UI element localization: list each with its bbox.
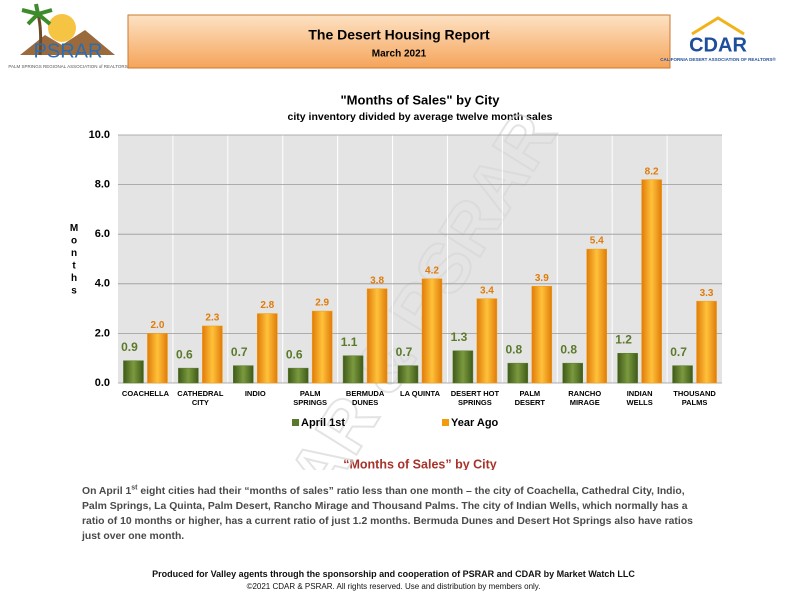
text: On April 1 <box>82 486 132 497</box>
x-tick-label: CATHEDRAL CITY <box>177 389 224 407</box>
x-tick-label: COACHELLA <box>122 389 170 398</box>
x-tick-label: PALM SPRINGS <box>293 389 327 407</box>
x-tick-label: DESERT HOT SPRINGS <box>451 389 500 407</box>
value-label: 0.8 <box>505 342 522 356</box>
value-label: 2.8 <box>260 300 274 311</box>
value-label: 1.3 <box>451 330 468 344</box>
value-label: 5.4 <box>590 236 604 247</box>
chart: PSRAR PALM SPRINGS REGIONAL ASSOCIATION … <box>8 3 776 470</box>
bar <box>586 248 607 384</box>
footer-line: Produced for Valley agents through the s… <box>152 569 635 579</box>
bar <box>696 300 717 384</box>
x-tick-label: PALM DESERT <box>515 389 546 407</box>
chart-title: "Months of Sales" by City <box>341 92 501 107</box>
bar <box>507 362 529 384</box>
bar <box>178 367 199 384</box>
footer-line: ©2021 CDAR & PSRAR. All rights reserved.… <box>246 582 541 591</box>
header-title: The Desert Housing Report <box>308 27 490 43</box>
value-label: 0.8 <box>560 342 577 356</box>
bar <box>397 365 419 384</box>
bar <box>562 362 583 384</box>
bar <box>366 288 388 384</box>
y-tick-label: 0.0 <box>95 377 110 389</box>
bar <box>147 333 168 384</box>
bar <box>452 350 474 384</box>
section-heading: “Months of Sales” by City <box>343 457 497 470</box>
bar <box>233 365 254 384</box>
value-label: 0.7 <box>396 345 413 359</box>
value-label: 0.9 <box>121 340 138 354</box>
value-label: 3.3 <box>700 288 714 299</box>
bar <box>342 355 364 384</box>
text: eight cities had their “months of sales”… <box>82 486 693 542</box>
bar <box>202 325 223 384</box>
psrar-logo: PSRAR PALM SPRINGS REGIONAL ASSOCIATION … <box>8 3 128 69</box>
x-tick-label: RANCHO MIRAGE <box>568 389 601 407</box>
value-label: 2.3 <box>205 313 219 324</box>
logo-name: CDAR <box>689 34 747 56</box>
bar <box>287 367 309 384</box>
header-subtitle: March 2021 <box>372 49 427 60</box>
paragraph: On April 1st eight cities had their “mon… <box>82 484 712 544</box>
value-label: 3.8 <box>370 275 384 286</box>
y-tick-label: 4.0 <box>95 278 110 290</box>
chart-subtitle: city inventory divided by average twelve… <box>288 111 553 123</box>
y-tick-label: 8.0 <box>95 179 110 191</box>
bar <box>123 360 144 384</box>
y-tick-label: 6.0 <box>95 228 110 240</box>
value-label: 8.2 <box>645 166 659 177</box>
value-label: 1.1 <box>341 335 358 349</box>
x-tick-label: INDIAN WELLS <box>627 389 653 407</box>
bar <box>617 352 638 384</box>
y-tick-label: 2.0 <box>95 327 110 339</box>
header-box <box>127 14 671 69</box>
bar <box>257 313 278 384</box>
x-tick-label: INDIO <box>245 389 266 398</box>
bar <box>421 278 443 384</box>
value-label: 3.4 <box>480 285 494 296</box>
value-label: 0.7 <box>670 345 687 359</box>
logo-tagline: PALM SPRINGS REGIONAL ASSOCIATION of REA… <box>8 64 127 69</box>
value-label: 1.2 <box>615 332 632 346</box>
x-tick-label: LA QUINTA <box>400 389 441 398</box>
bar <box>311 310 333 384</box>
legend-swatch <box>442 419 449 426</box>
value-label: 3.9 <box>535 273 549 284</box>
logo-name: PSRAR <box>34 40 103 62</box>
cdar-logo: CDAR CALIFORNIA DESERT ASSOCIATION OF RE… <box>660 16 776 62</box>
y-tick-label: 10.0 <box>89 129 110 141</box>
bar <box>531 286 553 384</box>
value-label: 0.6 <box>286 347 303 361</box>
x-tick-label: THOUSAND PALMS <box>673 389 716 407</box>
bar <box>641 179 662 384</box>
legend-label: Year Ago <box>451 417 499 429</box>
legend-label: April 1st <box>301 417 345 429</box>
value-label: 0.7 <box>231 345 248 359</box>
bar <box>476 298 498 384</box>
x-tick-label: BERMUDA DUNES <box>346 389 385 407</box>
superscript: st <box>131 484 138 492</box>
value-label: 2.0 <box>151 320 165 331</box>
value-label: 4.2 <box>425 265 439 276</box>
legend-swatch <box>292 419 299 426</box>
value-label: 2.9 <box>315 298 329 309</box>
logo-tagline: CALIFORNIA DESERT ASSOCIATION OF REALTOR… <box>660 56 776 62</box>
value-label: 0.6 <box>176 347 193 361</box>
bar <box>672 365 693 384</box>
